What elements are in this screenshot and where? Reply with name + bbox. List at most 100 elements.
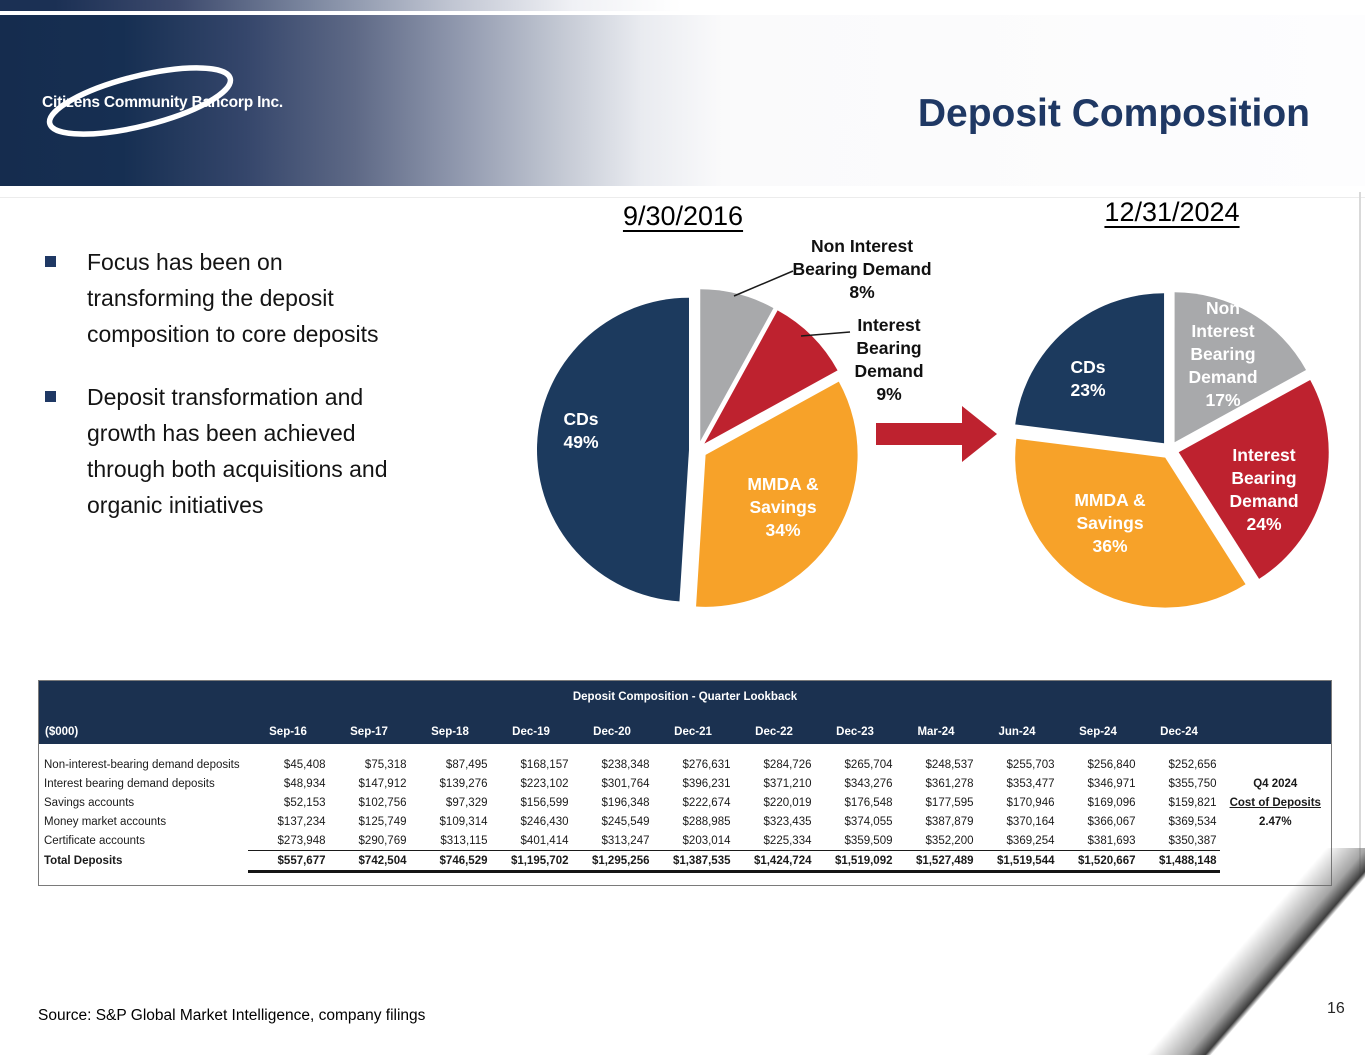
table-cell: $52,153 <box>283 796 326 809</box>
table-cell: $159,821 <box>1168 796 1217 809</box>
table-cell: $353,477 <box>1006 777 1055 790</box>
bullet-marker-icon <box>45 256 56 267</box>
table-cell: $396,231 <box>682 777 731 790</box>
pie-label-mmda-2016: MMDA & Savings 34% <box>747 474 819 540</box>
note-cell <box>1220 755 1332 774</box>
note-cell: Cost of Deposits <box>1229 796 1321 809</box>
pie-2016-date-heading: 9/30/2016 <box>622 201 744 231</box>
table-cell: $168,157 <box>520 758 569 771</box>
table-cell: $102,756 <box>358 796 407 809</box>
table-cell: $97,329 <box>445 796 488 809</box>
table-column-header: Sep-24 <box>1057 709 1139 744</box>
table-cell: $346,971 <box>1087 777 1136 790</box>
table-cell: $139,276 <box>439 777 488 790</box>
table-cell: $1,520,667 <box>1057 850 1139 873</box>
row-label: Non-interest-bearing demand deposits <box>44 758 240 771</box>
table-cell: $256,840 <box>1087 758 1136 771</box>
table-spacer <box>39 872 1332 886</box>
bullet-item: Focus has been on transforming the depos… <box>44 244 389 352</box>
table-column-header: Mar-24 <box>895 709 977 744</box>
table-cell: $301,764 <box>601 777 650 790</box>
table-cell: $252,656 <box>1168 758 1217 771</box>
table-cell: $359,509 <box>844 834 893 847</box>
source-attribution: Source: S&P Global Market Intelligence, … <box>38 1007 426 1024</box>
table-cell: $387,879 <box>925 815 974 828</box>
note-cell: 2.47% <box>1258 815 1292 828</box>
deposit-lookback-table: Deposit Composition - Quarter Lookback ($… <box>38 680 1332 886</box>
table-column-header: Dec-22 <box>733 709 815 744</box>
table-cell: $557,677 <box>247 850 329 873</box>
row-label: Total Deposits <box>44 855 123 867</box>
table-cell: $1,295,256 <box>571 850 653 873</box>
table-cell: $374,055 <box>844 815 893 828</box>
table-note-header <box>1219 709 1332 744</box>
table-row: Interest bearing demand deposits $48,934 $… <box>39 774 1332 793</box>
table-cell: $170,946 <box>1006 796 1055 809</box>
pie-label-interest-2016: Interest Bearing Demand 9% <box>854 315 924 404</box>
row-label: Certificate accounts <box>44 834 145 847</box>
table-row: Money market accounts $137,234 $125,749 $10… <box>39 812 1332 831</box>
table-cell: $370,164 <box>1006 815 1055 828</box>
table-cell: $75,318 <box>364 758 407 771</box>
table-cell: $1,519,544 <box>976 850 1058 873</box>
table-cell: $288,985 <box>682 815 731 828</box>
table-cell: $276,631 <box>682 758 731 771</box>
table-cell: $401,414 <box>520 834 569 847</box>
table-cell: $265,704 <box>844 758 893 771</box>
table-cell: $177,595 <box>925 796 974 809</box>
table-cell: $369,254 <box>1006 834 1055 847</box>
table-cell: $381,693 <box>1087 834 1136 847</box>
table-cell: $137,234 <box>277 815 326 828</box>
table-row: Non-interest-bearing demand deposits $45,… <box>39 755 1332 774</box>
table-cell: $225,334 <box>763 834 812 847</box>
table-cell: $255,703 <box>1006 758 1055 771</box>
table-cell: $742,504 <box>328 850 410 873</box>
table-cell: $125,749 <box>358 815 407 828</box>
table-row: Total Deposits $557,677 $742,504 $746,529 $1… <box>39 850 1332 873</box>
table-cell: $1,527,489 <box>895 850 977 873</box>
table-cell: $361,278 <box>925 777 974 790</box>
table-cell: $273,948 <box>277 834 326 847</box>
pie-2024-date-heading: 12/31/2024 <box>1104 197 1240 227</box>
header-divider <box>0 197 1365 198</box>
table-cell: $223,102 <box>520 777 569 790</box>
table-cell: $147,912 <box>358 777 407 790</box>
bullet-text: Focus has been on transforming the depos… <box>87 249 379 347</box>
bullet-list: Focus has been on transforming the depos… <box>44 244 389 550</box>
bullet-text: Deposit transformation and growth has be… <box>87 384 388 518</box>
bullet-marker-icon <box>45 391 56 402</box>
table-unit-label: ($000) <box>38 709 248 744</box>
table-column-header: Dec-24 <box>1138 709 1220 744</box>
table-column-header: Sep-18 <box>409 709 491 744</box>
pie-label-non-interest-2024: Non Interest Bearing Demand 17% <box>1188 298 1258 410</box>
table-cell: $169,096 <box>1087 796 1136 809</box>
table-column-header: Sep-16 <box>247 709 329 744</box>
company-logo-text: Citizens Community Bancorp Inc. <box>42 94 283 111</box>
table-cell: $248,537 <box>925 758 974 771</box>
corner-fold-decoration <box>1140 848 1365 1055</box>
bullet-item: Deposit transformation and growth has be… <box>44 379 389 523</box>
row-label: Interest bearing demand deposits <box>44 777 215 790</box>
pie-label-cds-2024: CDs 23% <box>1070 357 1106 400</box>
table-cell: $371,210 <box>763 777 812 790</box>
table-cell: $45,408 <box>283 758 326 771</box>
pie-slice-non-interest-bearing-demand <box>700 289 774 442</box>
row-label: Money market accounts <box>44 815 167 828</box>
table-cell: $1,195,702 <box>490 850 572 873</box>
table-row: Certificate accounts $273,948 $290,769 $313… <box>39 831 1332 851</box>
table-cell: $176,548 <box>844 796 893 809</box>
table-cell: $366,067 <box>1087 815 1136 828</box>
table-column-header: Dec-20 <box>571 709 653 744</box>
logo-swoosh-icon <box>46 65 234 137</box>
table-cell: $1,424,724 <box>733 850 815 873</box>
transition-arrow-icon <box>876 406 997 462</box>
table-cell: $290,769 <box>358 834 407 847</box>
table-column-header: Sep-17 <box>328 709 410 744</box>
table-cell: $109,314 <box>439 815 488 828</box>
table-cell: $222,674 <box>682 796 731 809</box>
table-column-header: Dec-23 <box>814 709 896 744</box>
table-cell: $355,750 <box>1168 777 1217 790</box>
pie-slice-interest-bearing-demand <box>704 310 838 444</box>
table-column-header: Dec-19 <box>490 709 572 744</box>
pie-label-mmda-2024: MMDA & Savings 36% <box>1074 490 1146 556</box>
